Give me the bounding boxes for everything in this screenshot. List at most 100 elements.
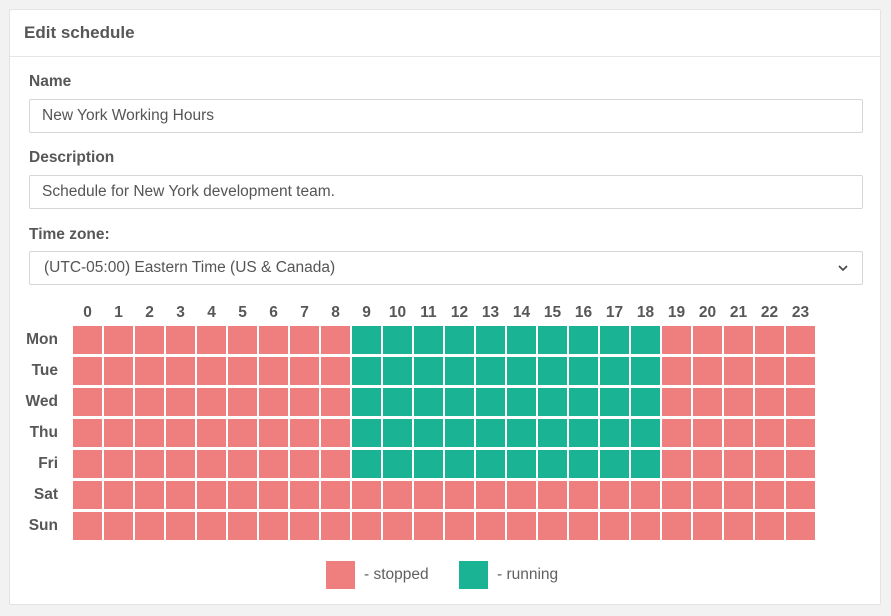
schedule-cell-sat-18[interactable] [631,481,660,509]
schedule-cell-wed-4[interactable] [197,388,226,416]
schedule-cell-mon-11[interactable] [414,326,443,354]
schedule-cell-mon-4[interactable] [197,326,226,354]
schedule-cell-wed-9[interactable] [352,388,381,416]
schedule-cell-mon-21[interactable] [724,326,753,354]
schedule-cell-wed-22[interactable] [755,388,784,416]
schedule-cell-mon-10[interactable] [383,326,412,354]
schedule-cell-wed-5[interactable] [228,388,257,416]
schedule-cell-tue-4[interactable] [197,357,226,385]
schedule-cell-mon-13[interactable] [476,326,505,354]
schedule-cell-fri-16[interactable] [569,450,598,478]
schedule-cell-sat-19[interactable] [662,481,691,509]
schedule-cell-mon-7[interactable] [290,326,319,354]
schedule-cell-mon-22[interactable] [755,326,784,354]
schedule-cell-thu-7[interactable] [290,419,319,447]
schedule-cell-thu-20[interactable] [693,419,722,447]
schedule-cell-sun-6[interactable] [259,512,288,540]
schedule-cell-tue-16[interactable] [569,357,598,385]
schedule-cell-wed-21[interactable] [724,388,753,416]
schedule-cell-sun-0[interactable] [73,512,102,540]
schedule-cell-tue-18[interactable] [631,357,660,385]
schedule-cell-fri-14[interactable] [507,450,536,478]
schedule-cell-tue-17[interactable] [600,357,629,385]
schedule-cell-thu-17[interactable] [600,419,629,447]
schedule-cell-thu-23[interactable] [786,419,815,447]
schedule-cell-wed-2[interactable] [135,388,164,416]
schedule-cell-mon-14[interactable] [507,326,536,354]
schedule-cell-sun-7[interactable] [290,512,319,540]
schedule-cell-fri-15[interactable] [538,450,567,478]
schedule-cell-sat-11[interactable] [414,481,443,509]
schedule-cell-wed-18[interactable] [631,388,660,416]
schedule-cell-sun-18[interactable] [631,512,660,540]
schedule-cell-fri-7[interactable] [290,450,319,478]
schedule-cell-tue-20[interactable] [693,357,722,385]
schedule-cell-mon-5[interactable] [228,326,257,354]
schedule-cell-tue-12[interactable] [445,357,474,385]
schedule-cell-sat-0[interactable] [73,481,102,509]
schedule-cell-wed-19[interactable] [662,388,691,416]
schedule-cell-sat-3[interactable] [166,481,195,509]
schedule-cell-sat-13[interactable] [476,481,505,509]
schedule-cell-thu-13[interactable] [476,419,505,447]
schedule-cell-tue-2[interactable] [135,357,164,385]
schedule-cell-sat-2[interactable] [135,481,164,509]
schedule-cell-sat-22[interactable] [755,481,784,509]
schedule-cell-tue-13[interactable] [476,357,505,385]
schedule-cell-sun-11[interactable] [414,512,443,540]
schedule-cell-thu-15[interactable] [538,419,567,447]
schedule-cell-sun-15[interactable] [538,512,567,540]
schedule-cell-thu-11[interactable] [414,419,443,447]
schedule-cell-thu-16[interactable] [569,419,598,447]
schedule-cell-wed-3[interactable] [166,388,195,416]
schedule-cell-wed-0[interactable] [73,388,102,416]
schedule-cell-fri-18[interactable] [631,450,660,478]
schedule-cell-thu-21[interactable] [724,419,753,447]
schedule-cell-sun-22[interactable] [755,512,784,540]
schedule-cell-sat-12[interactable] [445,481,474,509]
schedule-cell-fri-10[interactable] [383,450,412,478]
schedule-cell-fri-8[interactable] [321,450,350,478]
schedule-cell-sun-1[interactable] [104,512,133,540]
schedule-cell-fri-6[interactable] [259,450,288,478]
schedule-cell-tue-22[interactable] [755,357,784,385]
schedule-cell-thu-10[interactable] [383,419,412,447]
schedule-cell-wed-17[interactable] [600,388,629,416]
schedule-cell-fri-17[interactable] [600,450,629,478]
schedule-cell-sun-17[interactable] [600,512,629,540]
schedule-cell-thu-9[interactable] [352,419,381,447]
schedule-cell-fri-23[interactable] [786,450,815,478]
schedule-cell-fri-1[interactable] [104,450,133,478]
description-input[interactable] [29,175,863,209]
schedule-cell-wed-1[interactable] [104,388,133,416]
schedule-cell-sat-7[interactable] [290,481,319,509]
schedule-cell-mon-1[interactable] [104,326,133,354]
schedule-cell-sun-3[interactable] [166,512,195,540]
schedule-cell-tue-21[interactable] [724,357,753,385]
schedule-cell-mon-23[interactable] [786,326,815,354]
schedule-cell-tue-0[interactable] [73,357,102,385]
schedule-cell-sat-16[interactable] [569,481,598,509]
schedule-cell-thu-22[interactable] [755,419,784,447]
schedule-cell-thu-18[interactable] [631,419,660,447]
schedule-cell-thu-0[interactable] [73,419,102,447]
schedule-cell-fri-20[interactable] [693,450,722,478]
schedule-cell-mon-19[interactable] [662,326,691,354]
schedule-cell-sun-9[interactable] [352,512,381,540]
schedule-cell-tue-5[interactable] [228,357,257,385]
schedule-cell-sun-12[interactable] [445,512,474,540]
schedule-cell-thu-12[interactable] [445,419,474,447]
schedule-cell-mon-20[interactable] [693,326,722,354]
schedule-cell-sat-15[interactable] [538,481,567,509]
schedule-cell-sun-20[interactable] [693,512,722,540]
schedule-cell-thu-5[interactable] [228,419,257,447]
schedule-cell-tue-10[interactable] [383,357,412,385]
schedule-cell-fri-22[interactable] [755,450,784,478]
schedule-cell-tue-15[interactable] [538,357,567,385]
schedule-cell-fri-9[interactable] [352,450,381,478]
schedule-cell-sat-6[interactable] [259,481,288,509]
schedule-cell-fri-21[interactable] [724,450,753,478]
schedule-cell-sun-14[interactable] [507,512,536,540]
schedule-cell-mon-16[interactable] [569,326,598,354]
schedule-cell-thu-8[interactable] [321,419,350,447]
